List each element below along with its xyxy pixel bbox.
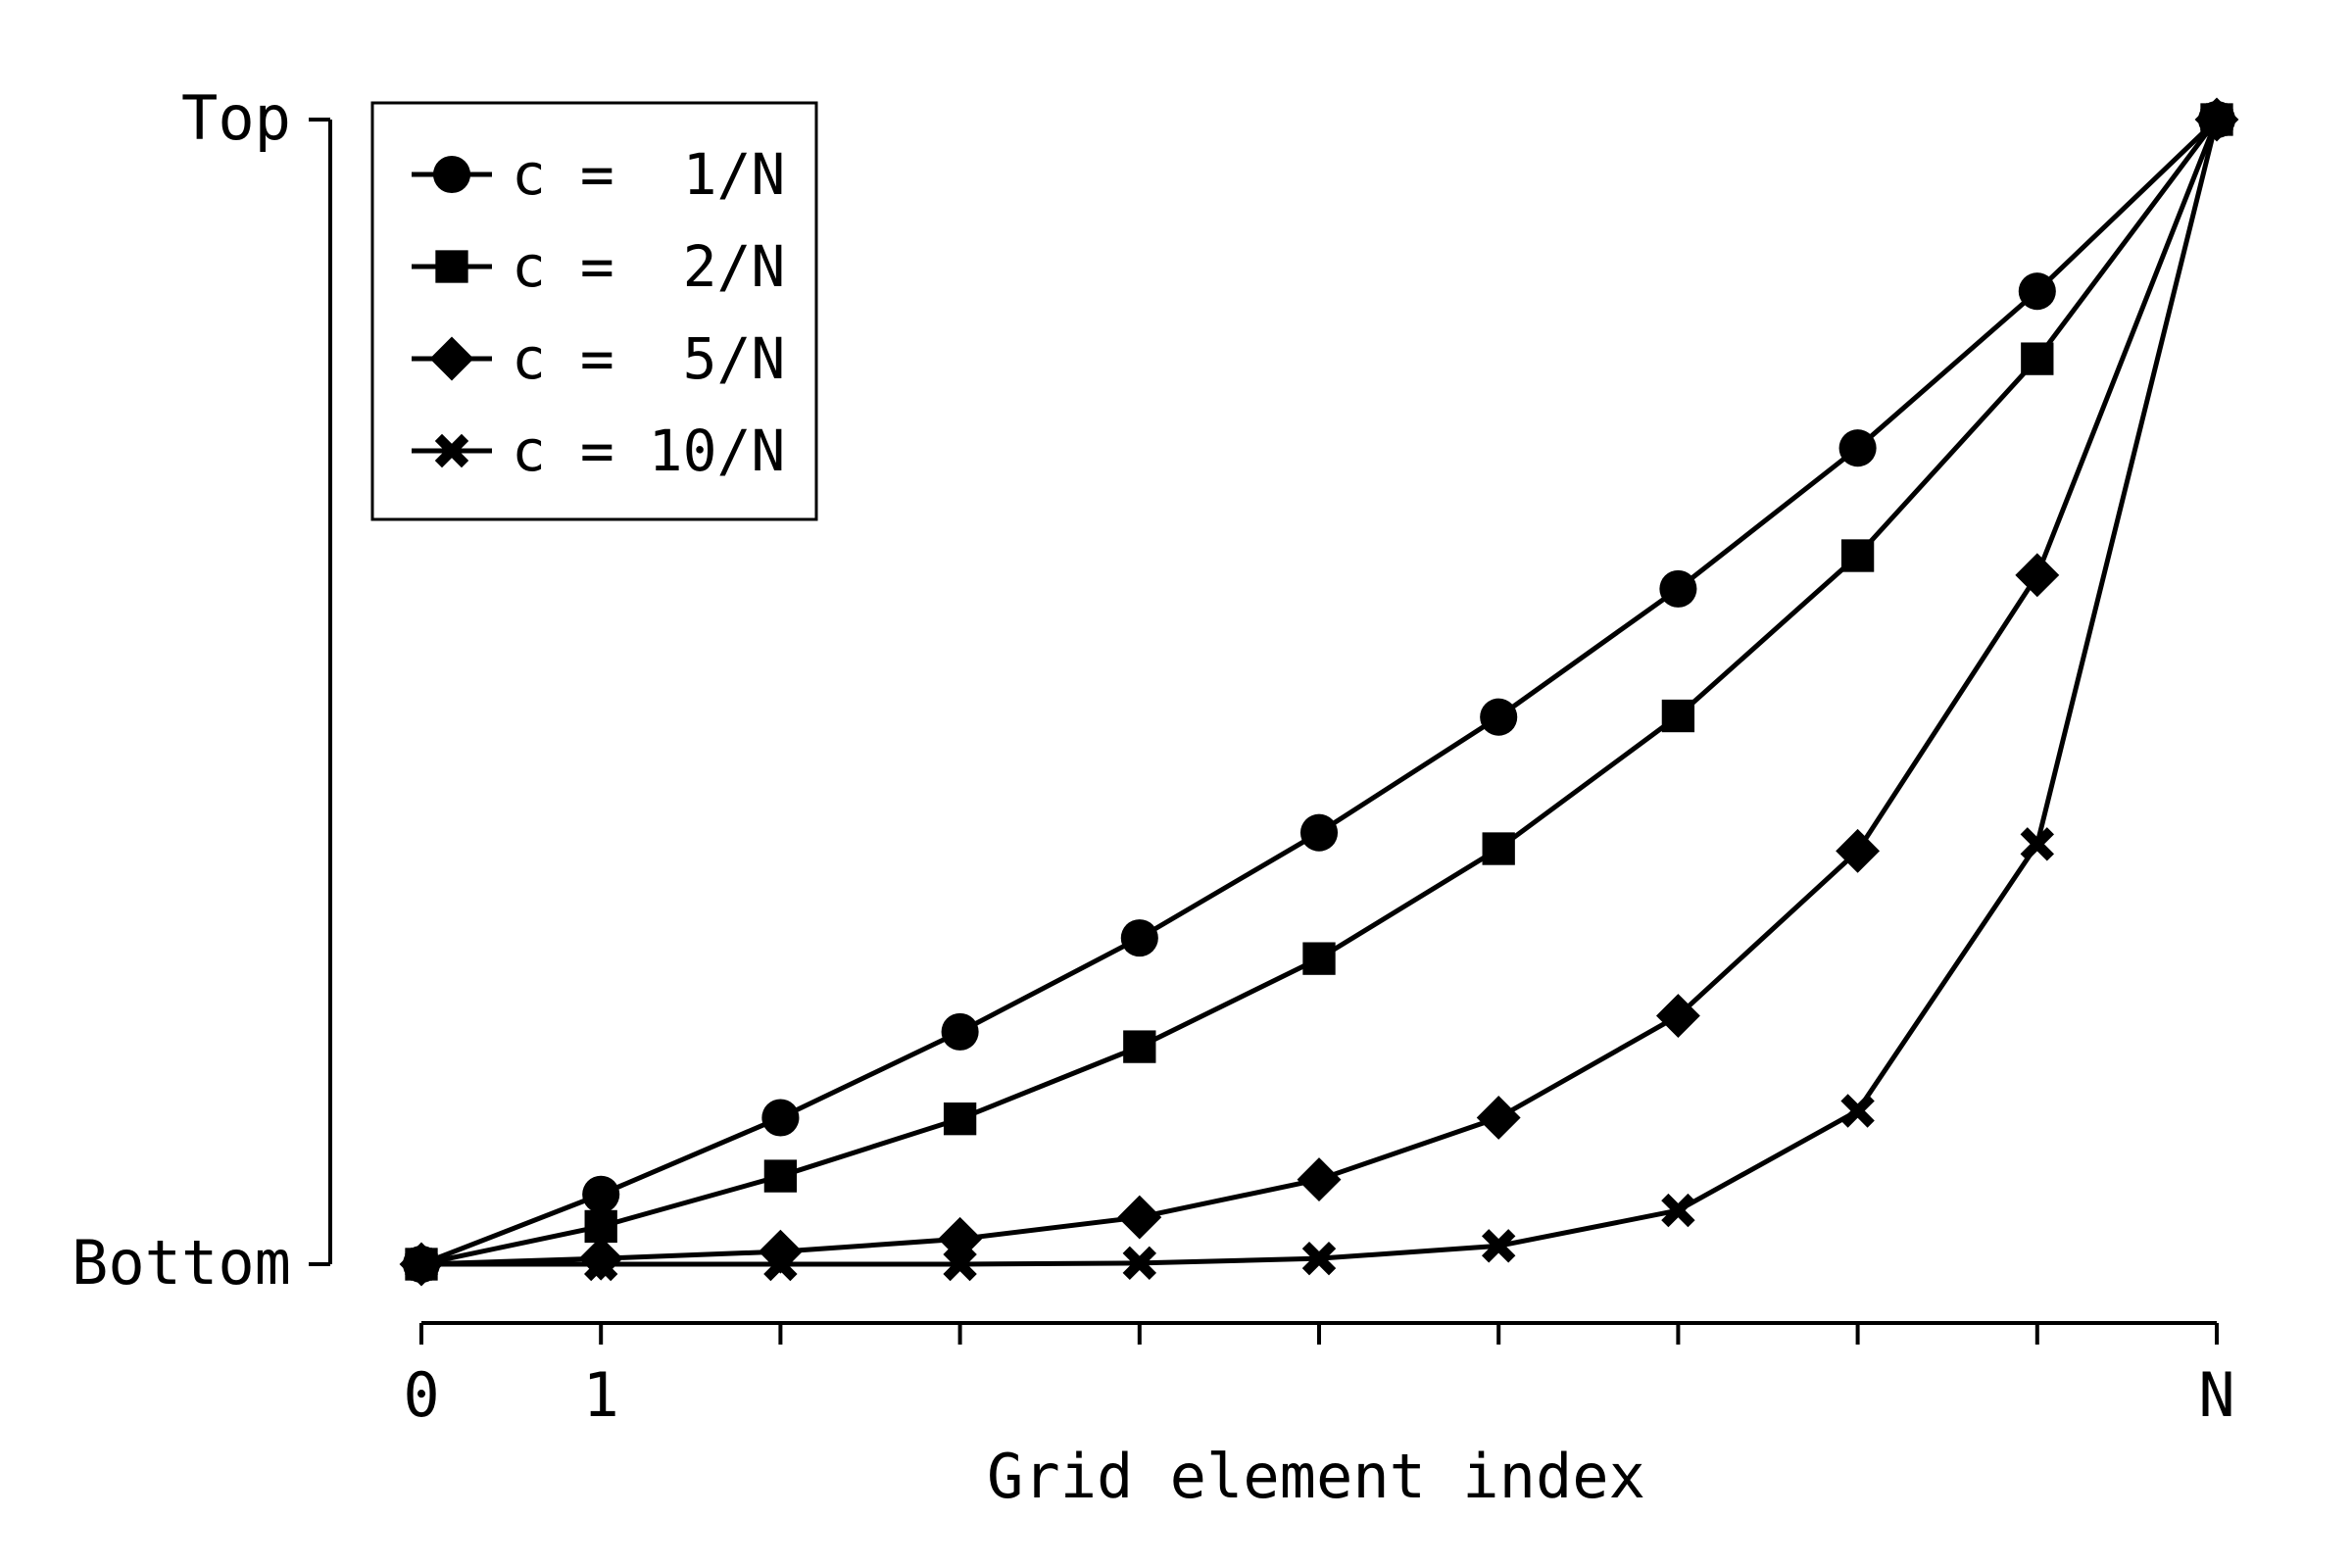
- series-3-point-5: [1297, 1157, 1342, 1202]
- legend-label-4: c = 10/N: [512, 417, 785, 484]
- series-4-point-10: [2199, 102, 2234, 137]
- series-1-point-5: [1299, 813, 1339, 852]
- x-tick-label-0: 0: [403, 1359, 439, 1431]
- series-4-point-2: [763, 1247, 798, 1282]
- series-4-point-0: [404, 1247, 439, 1282]
- y-tick-label-0: Bottom: [72, 1227, 291, 1298]
- series-3-point-8: [1836, 828, 1881, 873]
- series-1-point-4: [1120, 919, 1158, 957]
- series-1-point-8: [1838, 429, 1877, 467]
- series-3-point-4: [1117, 1195, 1162, 1240]
- series-4-point-4: [1122, 1246, 1157, 1281]
- series-3-point-2: [758, 1229, 803, 1274]
- series-4-point-3: [943, 1247, 977, 1282]
- series-2-point-9: [2021, 342, 2054, 375]
- legend: c = 1/N c = 2/N c = 5/N c = 10/N: [370, 101, 818, 521]
- series-4-point-9: [2020, 827, 2055, 861]
- series-1-point-7: [1659, 569, 1697, 608]
- series-2-point-3: [943, 1102, 977, 1136]
- series-2-point-8: [1840, 539, 1875, 572]
- series-4-point-6: [1481, 1229, 1516, 1263]
- series-4-point-1: [583, 1247, 618, 1282]
- y-tick-label-1: Top: [181, 82, 291, 154]
- x-axis-label: Grid element index: [987, 1441, 1645, 1512]
- legend-label-2: c = 2/N: [512, 233, 785, 300]
- series-3-point-3: [938, 1216, 983, 1261]
- series-2-point-4: [1123, 1030, 1156, 1063]
- series-1-point-9: [2018, 272, 2056, 311]
- series-1-point-1: [582, 1175, 620, 1213]
- series-1-point-3: [941, 1012, 979, 1051]
- axes: 0 1 N Bottom Top: [72, 82, 2235, 1431]
- legend-marker-4: [434, 433, 469, 468]
- legend-marker-2: [435, 250, 468, 283]
- series-4-point-5: [1301, 1241, 1337, 1276]
- series-1-point-2: [761, 1099, 800, 1137]
- legend-marker-3: [429, 336, 474, 381]
- series-1: [402, 100, 2236, 1284]
- x-tick-label-1: 1: [583, 1359, 619, 1431]
- series-1-point-6: [1480, 698, 1518, 736]
- legend-label-3: c = 5/N: [512, 325, 785, 392]
- series-2-point-2: [763, 1159, 798, 1193]
- series-layer: [399, 97, 2239, 1287]
- series-4-point-7: [1661, 1193, 1695, 1228]
- x-tick-label-2: N: [2198, 1359, 2234, 1431]
- series-3-point-9: [2015, 553, 2060, 598]
- series-2-point-5: [1302, 942, 1336, 975]
- series-4-point-8: [1840, 1094, 1875, 1128]
- series-2-point-6: [1482, 832, 1515, 865]
- legend-marker-1: [432, 155, 471, 194]
- series-4: [404, 102, 2234, 1282]
- series-3-point-6: [1476, 1096, 1521, 1140]
- legend-label-1: c = 1/N: [512, 141, 785, 208]
- series-2-point-7: [1661, 699, 1695, 733]
- series-3-point-7: [1655, 994, 1700, 1038]
